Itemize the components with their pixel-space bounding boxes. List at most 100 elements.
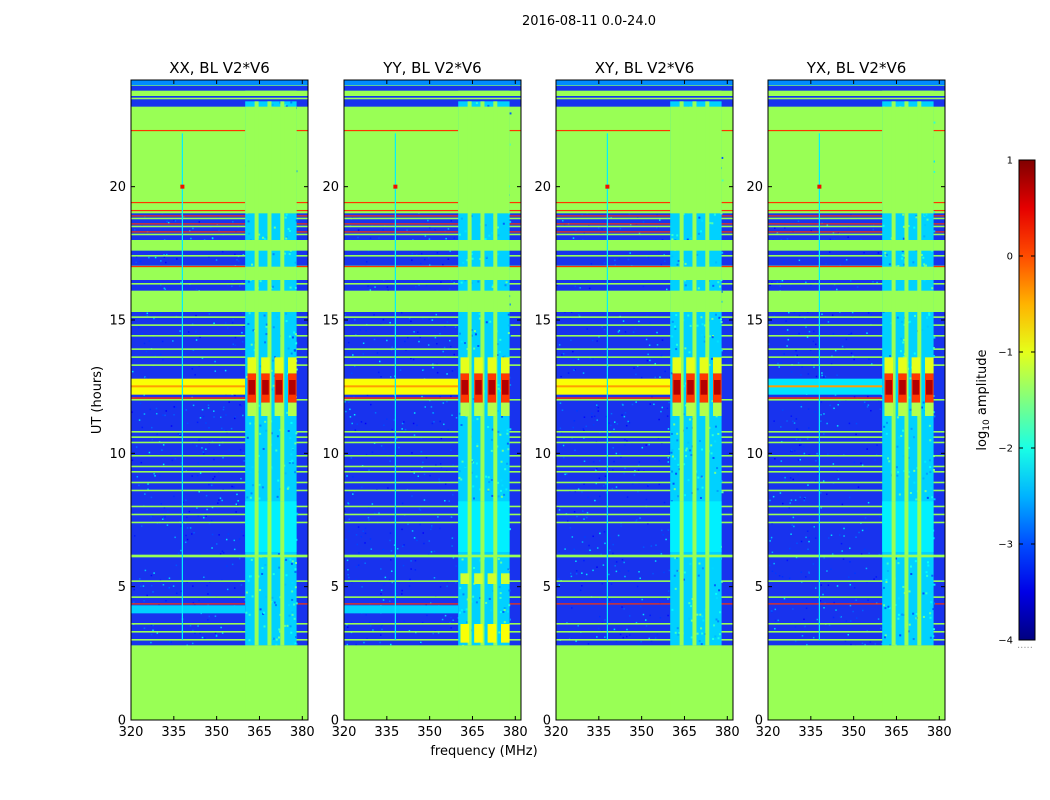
noise-pixel bbox=[386, 339, 388, 342]
noise-pixel bbox=[649, 321, 651, 324]
rfi-band-pixel bbox=[720, 580, 723, 583]
event-cell-halo bbox=[501, 357, 510, 374]
noise-pixel bbox=[849, 547, 851, 550]
noise-pixel bbox=[843, 314, 846, 317]
event-cell-core bbox=[926, 380, 933, 395]
noise-pixel bbox=[411, 530, 414, 532]
noise-pixel bbox=[164, 288, 167, 291]
noise-pixel bbox=[221, 632, 224, 634]
rfi-band-pixel bbox=[671, 320, 674, 323]
noise-pixel bbox=[808, 330, 811, 333]
noise-pixel bbox=[799, 496, 801, 499]
noise-pixel bbox=[583, 429, 585, 432]
noise-pixel bbox=[403, 421, 405, 423]
noise-pixel bbox=[599, 532, 601, 535]
rfi-band-pixel bbox=[508, 334, 511, 337]
noise-pixel bbox=[803, 618, 805, 621]
rfi-row bbox=[556, 129, 733, 132]
rfi-band-pixel bbox=[273, 601, 276, 604]
noise-pixel bbox=[797, 428, 799, 431]
noise-pixel bbox=[624, 575, 626, 578]
flagged-row bbox=[768, 521, 945, 524]
noise-pixel bbox=[804, 317, 806, 320]
noise-pixel bbox=[133, 588, 135, 591]
rfi-band-pixel bbox=[497, 253, 500, 256]
noise-pixel bbox=[136, 476, 139, 478]
event-cell-core bbox=[885, 380, 893, 395]
noise-pixel bbox=[786, 238, 789, 240]
rfi-band-pixel bbox=[670, 372, 673, 375]
noise-pixel bbox=[368, 621, 371, 624]
noise-pixel bbox=[847, 634, 850, 636]
noise-pixel bbox=[359, 329, 361, 331]
rfi-band-pixel bbox=[507, 313, 510, 316]
rfi-band-pixel bbox=[701, 486, 704, 489]
noise-pixel bbox=[556, 284, 558, 286]
rfi-band-pixel bbox=[914, 314, 917, 317]
noise-pixel bbox=[192, 585, 194, 587]
noise-pixel bbox=[816, 618, 819, 621]
noise-pixel bbox=[604, 542, 606, 545]
noise-pixel bbox=[353, 413, 356, 416]
noise-pixel bbox=[869, 641, 872, 643]
noise-pixel bbox=[395, 354, 398, 357]
noise-pixel bbox=[612, 552, 614, 555]
subband-edge bbox=[467, 501, 472, 552]
rfi-band-pixel bbox=[915, 481, 918, 484]
noise-pixel bbox=[666, 407, 669, 410]
rfi-band-pixel bbox=[920, 406, 923, 409]
rfi-band-pixel bbox=[883, 425, 886, 428]
noise-pixel bbox=[203, 576, 205, 579]
rfi-band-pixel bbox=[258, 233, 261, 236]
rfi-band-pixel bbox=[885, 253, 888, 256]
flagged-row bbox=[768, 335, 945, 337]
noise-pixel bbox=[874, 643, 877, 645]
noise-pixel bbox=[596, 566, 598, 568]
noise-pixel bbox=[855, 536, 857, 538]
flagged-block bbox=[556, 90, 733, 96]
noise-pixel bbox=[151, 426, 153, 429]
noise-pixel bbox=[602, 564, 605, 566]
noise-pixel bbox=[850, 620, 852, 622]
noise-pixel bbox=[364, 422, 367, 425]
noise-pixel bbox=[824, 375, 827, 378]
flagged-row bbox=[768, 356, 945, 358]
noise-pixel bbox=[652, 572, 654, 575]
flagged-row bbox=[768, 580, 945, 582]
noise-pixel bbox=[141, 426, 144, 429]
noise-pixel bbox=[879, 516, 881, 518]
rfi-band-pixel bbox=[903, 254, 906, 257]
noise-pixel bbox=[390, 570, 393, 572]
top-strip bbox=[344, 80, 521, 86]
rfi-band-pixel bbox=[670, 500, 673, 503]
noise-pixel bbox=[198, 221, 201, 223]
noise-pixel bbox=[180, 449, 183, 451]
noise-pixel bbox=[837, 454, 840, 456]
subband-edge bbox=[891, 101, 896, 646]
noise-pixel bbox=[591, 412, 593, 415]
noise-pixel bbox=[406, 229, 408, 231]
flagged-row bbox=[556, 399, 733, 401]
flagged-block bbox=[344, 240, 521, 251]
rfi-band-pixel bbox=[902, 356, 905, 359]
noise-pixel bbox=[826, 224, 829, 226]
event-cell-halo bbox=[274, 402, 284, 416]
noise-pixel bbox=[617, 534, 620, 537]
rfi-band-pixel bbox=[695, 473, 698, 476]
noise-pixel bbox=[391, 428, 393, 431]
noise-pixel bbox=[454, 368, 456, 371]
noise-pixel bbox=[350, 457, 353, 459]
rfi-band-pixel bbox=[503, 493, 506, 496]
rfi-band-pixel bbox=[291, 581, 294, 584]
noise-pixel bbox=[354, 429, 357, 431]
rfi-band-pixel bbox=[688, 351, 691, 354]
noise-pixel bbox=[355, 643, 357, 646]
subband-edge bbox=[679, 101, 684, 646]
noise-pixel bbox=[213, 475, 216, 478]
noise-pixel bbox=[376, 352, 379, 354]
noise-pixel bbox=[795, 418, 798, 420]
rfi-band-pixel bbox=[472, 398, 475, 401]
flagged-block bbox=[458, 90, 510, 96]
rfi-band-pixel bbox=[272, 573, 275, 576]
noise-pixel bbox=[450, 449, 452, 452]
